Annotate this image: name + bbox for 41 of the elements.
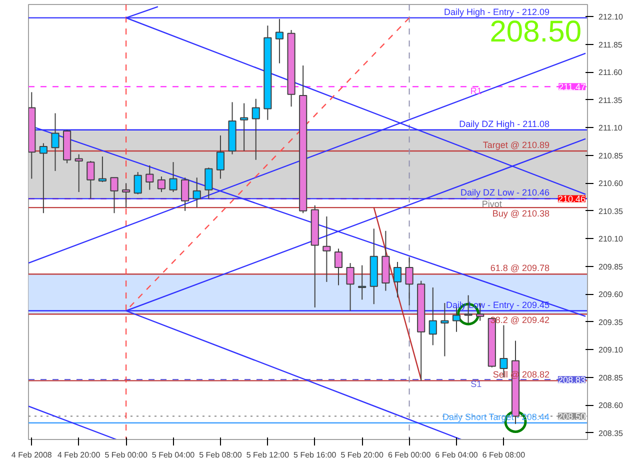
annotation: R1	[470, 86, 482, 96]
y-tick-label: 211.85	[598, 40, 623, 50]
x-tick-label: 5 Feb 04:00	[152, 450, 196, 460]
ref-line-label: 210.46	[558, 194, 586, 204]
y-tick-label: 209.10	[598, 346, 624, 355]
y-tick-label: 209.85	[598, 262, 624, 272]
y-tick-label: 211.10	[598, 124, 623, 133]
x-tick-label: 5 Feb 16:00	[294, 450, 337, 460]
y-tick-label: 210.35	[598, 206, 624, 216]
ref-line-label: 61.8 @ 209.78	[490, 263, 550, 274]
ref-line-label: 208.83	[558, 375, 586, 386]
y-tick-label: 208.35	[598, 428, 624, 438]
annotation: S1	[470, 379, 482, 390]
ref-line-label: 208.50	[558, 412, 586, 422]
y-tick-label: 211.35	[598, 96, 623, 105]
y-tick-label: 208.85	[598, 373, 624, 382]
annotation: Pivot	[482, 199, 502, 210]
x-tick-label: 5 Feb 12:00	[246, 450, 290, 460]
y-tick-label: 208.60	[598, 401, 624, 410]
x-tick-label: 6 Feb 00:00	[388, 450, 432, 460]
y-tick-label: 209.35	[598, 318, 624, 327]
y-tick-label: 212.10	[598, 12, 624, 22]
ref-line-label: 211.47	[558, 82, 586, 92]
x-tick-label: 6 Feb 08:00	[482, 450, 526, 460]
annotation: 208.50	[490, 16, 582, 48]
ref-line-label: Daily DZ High - 211.08	[459, 118, 550, 129]
x-tick-label: 5 Feb 20:00	[340, 450, 384, 460]
x-tick-label: 4 Feb 20:00	[58, 450, 101, 460]
x-tick-label: 5 Feb 00:00	[104, 450, 148, 460]
ref-line-label: Target @ 210.89	[482, 140, 550, 150]
y-tick-label: 211.60	[598, 68, 623, 78]
ref-line-label: Daily High - Entry - 212.09	[444, 6, 550, 17]
ref-line-label: Buy @ 210.38	[492, 208, 550, 219]
y-tick-label: 210.10	[598, 234, 624, 244]
x-tick-label: 5 Feb 08:00	[199, 450, 242, 460]
y-tick-label: 210.85	[598, 151, 624, 160]
ref-line-label: Daily DZ Low - 210.46	[460, 188, 550, 198]
x-tick-label: 6 Feb 04:00	[435, 450, 478, 460]
y-tick-label: 210.60	[598, 179, 624, 188]
x-tick-label: 4 Feb 2008	[11, 450, 52, 460]
y-tick-label: 209.60	[598, 290, 624, 300]
